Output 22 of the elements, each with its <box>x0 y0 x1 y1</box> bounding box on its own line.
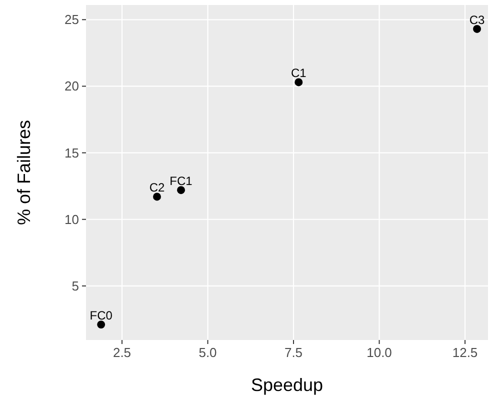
x-tick-label: 7.5 <box>284 345 303 360</box>
point <box>473 24 482 33</box>
point <box>294 78 303 86</box>
annotation: C1 <box>290 66 307 80</box>
y-tick-label: 10 <box>64 212 79 227</box>
x-axis-title: Speedup <box>250 375 324 395</box>
y-tick-label: 15 <box>64 145 79 160</box>
annotation: FC1 <box>170 174 193 188</box>
y-tick-label: 25 <box>64 12 79 28</box>
annotation: C3 <box>469 12 486 27</box>
y-tick-label: 5 <box>72 278 79 294</box>
x-tick-label: 2.5 <box>112 345 132 360</box>
point <box>177 186 185 194</box>
x-tick-label: 5.0 <box>198 345 217 360</box>
annotation: C2 <box>149 180 165 195</box>
y-axis-title: % of Failures <box>14 120 34 226</box>
annotation: FC0 <box>90 308 113 323</box>
x-tick-label: 12.5 <box>452 345 478 360</box>
point <box>97 320 106 329</box>
y-tick-label: 20 <box>64 78 79 94</box>
point <box>153 192 161 201</box>
x-tick-label: 10.0 <box>366 345 392 360</box>
